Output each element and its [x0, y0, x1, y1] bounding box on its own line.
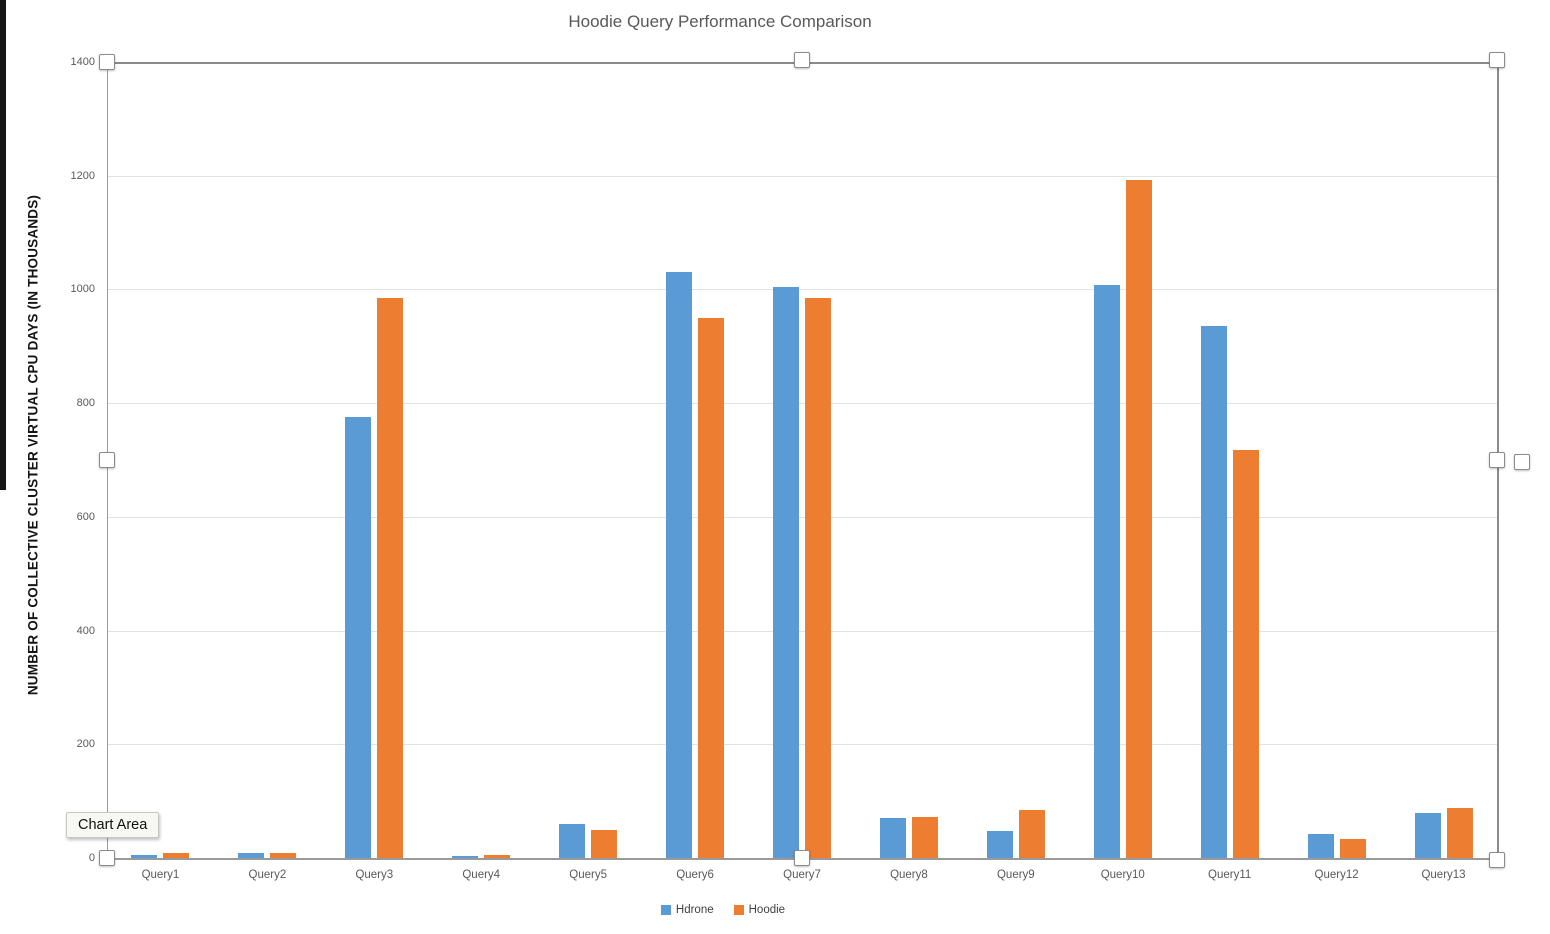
bar-hdrone-query4[interactable] — [452, 855, 479, 858]
bar-hoodie-query12[interactable] — [1339, 838, 1366, 858]
x-label-query12: Query12 — [1314, 869, 1359, 881]
x-label-query8: Query8 — [890, 869, 928, 881]
chart-area-tooltip-label: Chart Area — [78, 817, 148, 833]
legend[interactable]: Hdrone Hoodie — [0, 904, 1446, 916]
selection-handle-8[interactable] — [1514, 454, 1530, 470]
bar-hdrone-query2[interactable] — [238, 853, 265, 858]
bar-hoodie-query5[interactable] — [591, 829, 618, 858]
x-label-query2: Query2 — [248, 869, 287, 881]
bar-hoodie-query1[interactable] — [163, 852, 190, 858]
legend-swatch-hdrone — [660, 905, 671, 915]
selection-handle-0[interactable] — [99, 54, 115, 70]
bar-hoodie-query8[interactable] — [911, 817, 938, 858]
bar-hdrone-query10[interactable] — [1093, 284, 1120, 858]
x-label-query7: Query7 — [783, 869, 821, 881]
gridline-1000 — [107, 289, 1497, 291]
x-label-query11: Query11 — [1208, 869, 1252, 881]
selection-handle-1[interactable] — [794, 52, 810, 68]
x-label-query4: Query4 — [462, 869, 501, 881]
bar-hdrone-query7[interactable] — [773, 286, 799, 858]
legend-swatch-hoodie — [733, 905, 744, 915]
x-label-query1: Query1 — [141, 869, 180, 881]
y-tick-label-1000: 1000 — [70, 283, 95, 296]
bar-hdrone-query8[interactable] — [879, 818, 906, 858]
bar-hoodie-query7[interactable] — [805, 297, 831, 858]
legend-item-hdrone[interactable]: Hdrone — [660, 904, 714, 916]
bar-hoodie-query13[interactable] — [1446, 807, 1473, 858]
selection-handle-4[interactable] — [1489, 452, 1505, 468]
y-axis-title[interactable]: NUMBER OF COLLECTIVE CLUSTER VIRTUAL CPU… — [25, 194, 41, 696]
selection-handle-2[interactable] — [1489, 52, 1505, 68]
x-label-query13: Query13 — [1421, 869, 1466, 881]
gridline-1200 — [107, 175, 1497, 177]
y-tick-label-200: 200 — [76, 738, 95, 751]
bar-hdrone-query6[interactable] — [666, 272, 693, 858]
legend-label-hdrone: Hdrone — [675, 904, 714, 916]
selection-handle-6[interactable] — [794, 850, 810, 866]
screen-edge-artifact — [0, 0, 6, 490]
y-tick-label-1200: 1200 — [70, 169, 95, 182]
chart-title[interactable]: Hoodie Query Performance Comparison — [568, 12, 872, 31]
gridline-200 — [107, 744, 1497, 746]
gridline-400 — [107, 630, 1497, 632]
selection-handle-3[interactable] — [99, 452, 115, 468]
selection-handle-5[interactable] — [99, 850, 115, 866]
bar-hoodie-query4[interactable] — [484, 855, 511, 858]
bar-hdrone-query3[interactable] — [345, 417, 372, 858]
x-label-query6: Query6 — [676, 869, 714, 881]
selection-handle-7[interactable] — [1489, 852, 1505, 868]
y-tick-label-1400: 1400 — [70, 56, 95, 68]
y-tick-label-400: 400 — [76, 624, 95, 637]
bar-hoodie-query11[interactable] — [1232, 449, 1259, 858]
legend-item-hoodie[interactable]: Hoodie — [733, 904, 786, 916]
x-label-query3: Query3 — [355, 869, 394, 881]
bar-hdrone-query11[interactable] — [1200, 326, 1227, 858]
bar-hdrone-query1[interactable] — [131, 855, 158, 858]
y-tick-label-600: 600 — [76, 510, 95, 523]
bar-hdrone-query5[interactable] — [559, 823, 586, 858]
x-label-query10: Query10 — [1100, 869, 1145, 881]
chart-area-tooltip: Chart Area — [66, 812, 160, 838]
y-tick-label-0: 0 — [88, 852, 95, 864]
y-tick-label-800: 800 — [76, 397, 95, 410]
x-label-query5: Query5 — [569, 869, 607, 881]
gridline-600 — [107, 516, 1497, 518]
bar-hdrone-query9[interactable] — [986, 830, 1013, 858]
bar-hoodie-query9[interactable] — [1018, 810, 1045, 858]
bar-hdrone-query12[interactable] — [1307, 834, 1334, 858]
legend-label-hoodie: Hoodie — [748, 904, 786, 916]
x-label-query9: Query9 — [996, 869, 1035, 881]
bar-hoodie-query10[interactable] — [1125, 179, 1152, 858]
bar-hdrone-query13[interactable] — [1414, 812, 1441, 858]
bar-hoodie-query6[interactable] — [698, 317, 725, 858]
bar-hoodie-query3[interactable] — [377, 297, 404, 858]
gridline-800 — [107, 403, 1497, 405]
bar-hoodie-query2[interactable] — [270, 852, 297, 858]
